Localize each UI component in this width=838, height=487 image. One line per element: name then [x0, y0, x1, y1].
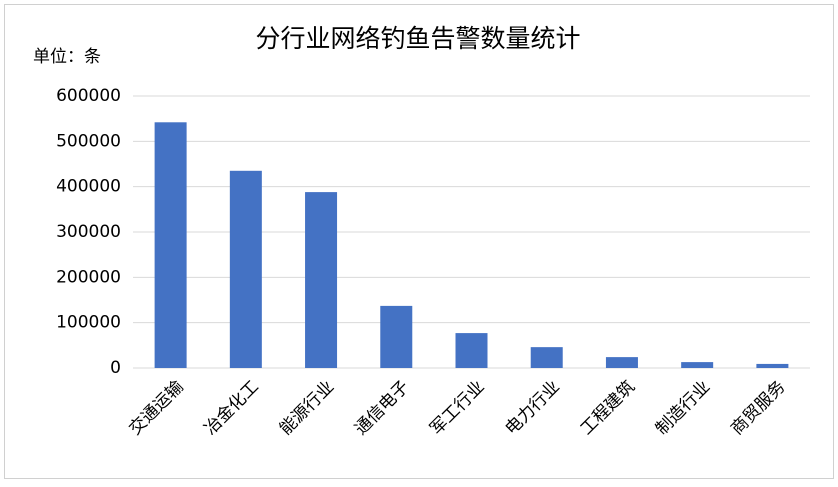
y-tick-label: 400000 — [56, 177, 121, 197]
bar — [380, 305, 413, 368]
bar — [305, 192, 338, 368]
y-tick-label: 200000 — [56, 267, 121, 287]
bar — [229, 170, 262, 368]
bar — [756, 363, 789, 368]
y-tick-label: 600000 — [56, 86, 121, 106]
y-tick-label: 500000 — [56, 131, 121, 151]
bar — [681, 362, 714, 368]
y-tick-label: 300000 — [56, 222, 121, 242]
y-tick-label: 0 — [110, 358, 121, 378]
bar — [154, 122, 187, 368]
unit-label: 单位：条 — [33, 47, 101, 67]
bar — [530, 347, 563, 368]
bar — [455, 333, 488, 368]
chart-title: 分行业网络钓鱼告警数量统计 — [255, 24, 580, 53]
bar — [605, 357, 638, 368]
chart-border — [4, 4, 834, 479]
y-tick-label: 100000 — [56, 313, 121, 333]
